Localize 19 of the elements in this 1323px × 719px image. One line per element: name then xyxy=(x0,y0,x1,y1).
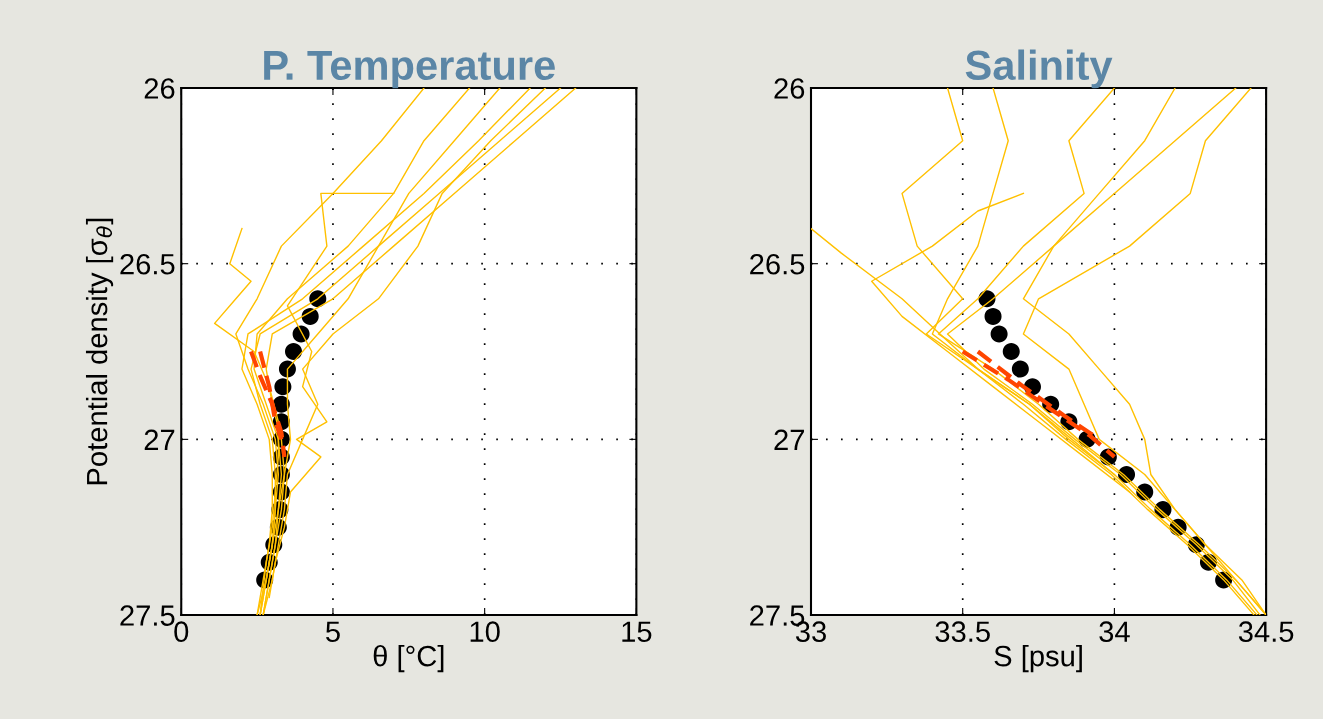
x-tick-label: 33.5 xyxy=(935,621,990,643)
x-tick-label: 0 xyxy=(174,621,189,643)
chart-title: Salinity xyxy=(965,49,1113,89)
x-tick-label: 15 xyxy=(622,621,652,643)
x-tick-label: 5 xyxy=(326,621,340,643)
y-tick-label: 27 xyxy=(774,429,804,450)
y-tick-label: 26 xyxy=(774,78,805,99)
chart-title: P. Temperature xyxy=(264,51,555,89)
y-tick-label: 27.5 xyxy=(120,605,175,626)
x-axis-title: θ [°C] xyxy=(373,645,444,673)
y-tick-label: 26 xyxy=(144,78,175,99)
y-tick-label: 26.5 xyxy=(120,253,175,275)
x-tick-label: 10 xyxy=(470,621,500,643)
y-tick-label: 27 xyxy=(144,429,175,450)
x-axis-title: S [psu] xyxy=(994,645,1082,673)
x-tick-label: 34.5 xyxy=(1238,621,1294,643)
x-tick-label: 34 xyxy=(1099,621,1130,643)
y-tick-label: 26.5 xyxy=(750,253,805,275)
y-axis-title: Potential density [σ$_{θ}$] xyxy=(85,218,114,485)
